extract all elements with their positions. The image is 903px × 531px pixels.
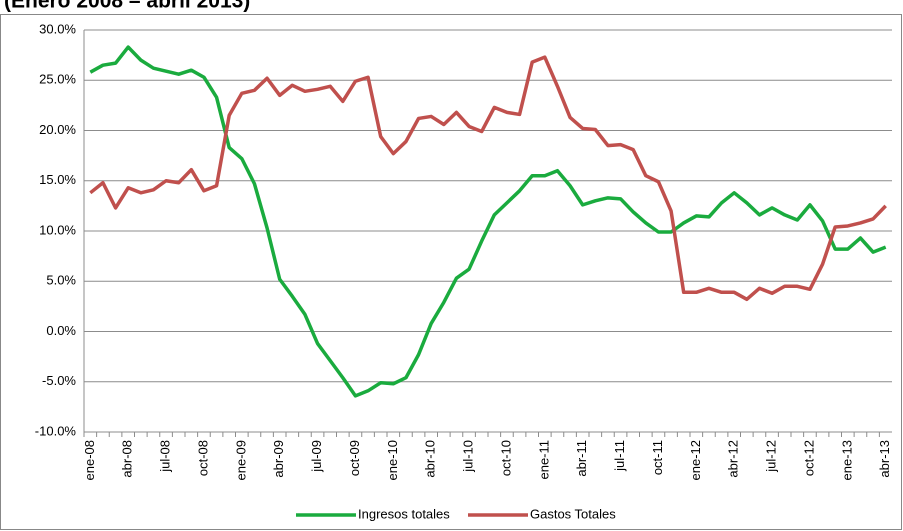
y-tick-label: 30.0% <box>39 21 76 36</box>
x-tick-label: oct-08 <box>195 440 210 476</box>
x-tick-label: ene-12 <box>688 440 703 480</box>
x-tick-label: abr-12 <box>726 440 741 478</box>
x-tick-label: jul-12 <box>764 440 779 473</box>
x-tick-label: ene-09 <box>233 440 248 480</box>
y-tick-label: 0.0% <box>46 323 76 338</box>
legend-label: Ingresos totales <box>358 506 450 521</box>
x-tick-label: oct-11 <box>650 440 665 475</box>
x-tick-label: jul-10 <box>461 440 476 473</box>
y-tick-label: 5.0% <box>46 273 76 288</box>
chart-border <box>0 14 902 530</box>
x-tick-label: jul-08 <box>158 440 173 473</box>
y-tick-label: 25.0% <box>39 72 76 87</box>
x-tick-label: ene-13 <box>839 440 854 480</box>
x-tick-label: ene-08 <box>82 440 97 480</box>
y-tick-label: -5.0% <box>42 373 76 388</box>
x-tick-label: abr-09 <box>271 440 286 478</box>
x-tick-label: abr-08 <box>120 440 135 478</box>
y-tick-label: -10.0% <box>35 423 77 438</box>
series-line <box>89 45 887 398</box>
y-tick-label: 20.0% <box>39 122 76 137</box>
x-tick-label: oct-09 <box>347 440 362 476</box>
y-tick-label: 15.0% <box>39 172 76 187</box>
legend-label: Gastos Totales <box>530 506 616 521</box>
x-tick-label: abr-11 <box>574 440 589 477</box>
x-tick-label: oct-10 <box>498 440 513 476</box>
x-tick-label: oct-12 <box>801 440 816 476</box>
x-tick-label: ene-11 <box>536 440 551 480</box>
chart-title: (Enero 2008 – abril 2013) <box>4 0 250 13</box>
series-line <box>89 55 887 302</box>
x-tick-label: abr-13 <box>877 440 892 478</box>
x-tick-label: abr-10 <box>423 440 438 478</box>
x-tick-label: ene-10 <box>385 440 400 480</box>
x-tick-label: jul-09 <box>309 440 324 473</box>
x-tick-label: jul-11 <box>612 440 627 472</box>
y-tick-label: 10.0% <box>39 222 76 237</box>
